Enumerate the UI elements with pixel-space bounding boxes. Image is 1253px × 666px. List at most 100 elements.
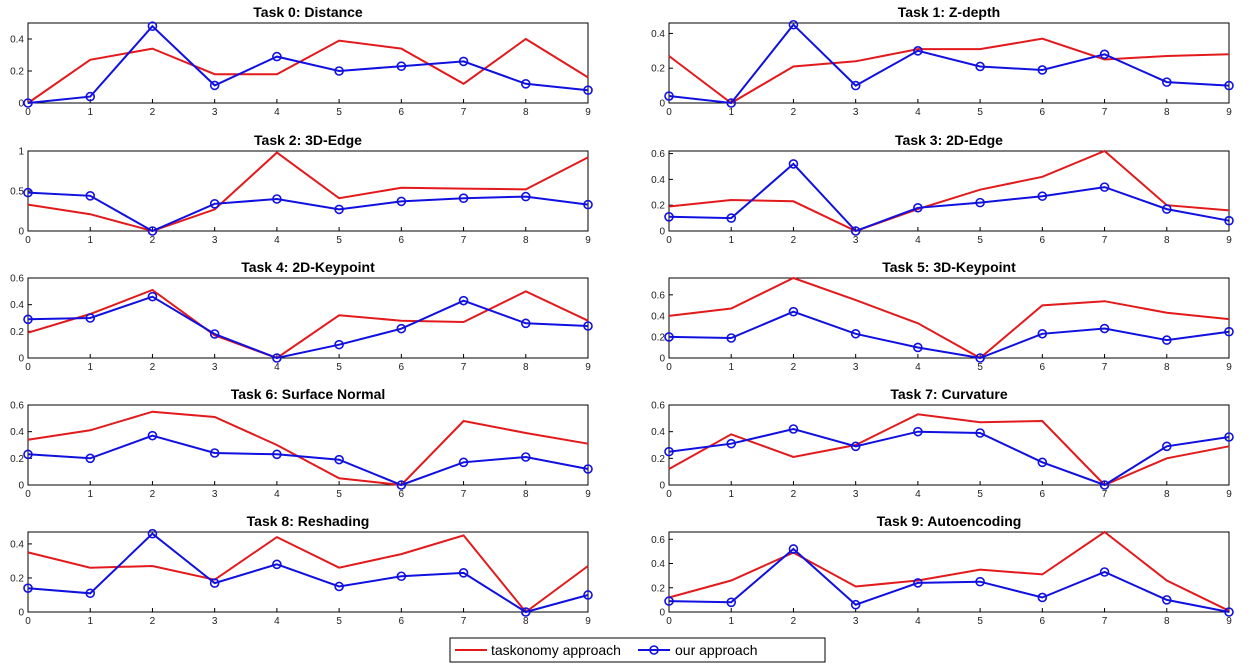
- x-tick-label: 8: [1164, 489, 1170, 500]
- x-tick-label: 2: [791, 107, 797, 118]
- x-tick-label: 6: [1040, 616, 1046, 627]
- series-line-ours-5: [668, 310, 1230, 360]
- series-point-ours: [23, 187, 33, 198]
- x-tick-label: 9: [585, 489, 591, 500]
- series-point-ours: [1161, 441, 1172, 452]
- x-tick-label: 9: [1226, 616, 1232, 627]
- series-point-ours: [1224, 432, 1234, 442]
- x-tick-label: 8: [1164, 235, 1170, 246]
- series-point-ours: [396, 196, 407, 207]
- series-point-ours: [726, 98, 737, 108]
- series-point-ours: [334, 454, 344, 465]
- series-point-ours: [23, 583, 33, 593]
- series-point-ours: [147, 430, 158, 441]
- chart-panel-6: Task 6: Surface Normal 0 1 2 3 4 5 6 7 8 9 0 0.2 0.4 0…: [10, 386, 593, 500]
- chart-panel-3: Task 3: 2D-Edge 0 1 2 3 4 5 6 7 8 9 0 0.2 0.4 0.6: [651, 132, 1234, 246]
- series-point-ours: [1161, 335, 1172, 345]
- series-point-ours: [396, 61, 407, 71]
- plot-area-0: [27, 22, 589, 104]
- plot-area-7: [668, 404, 1230, 486]
- y-tick-label: 0.2: [10, 454, 24, 465]
- x-tick-label: 7: [1102, 107, 1108, 118]
- x-tick-label: 6: [399, 489, 405, 500]
- series-point-ours: [1161, 77, 1172, 87]
- x-tick-label: 2: [150, 616, 156, 627]
- series-point-ours: [664, 596, 674, 606]
- series-point-ours: [1099, 49, 1110, 60]
- series-point-ours: [396, 571, 407, 582]
- series-point-ours: [458, 457, 469, 468]
- series-point-ours: [913, 578, 923, 588]
- plot-area-5: [668, 277, 1230, 359]
- series-point-ours: [975, 61, 985, 72]
- y-tick-label: 0.2: [10, 67, 24, 78]
- series-point-ours: [788, 544, 799, 554]
- x-tick-label: 9: [585, 616, 591, 627]
- y-tick-label: 0: [659, 227, 665, 238]
- x-tick-label: 5: [977, 107, 983, 118]
- series-point-ours: [583, 321, 593, 331]
- x-tick-label: 1: [728, 362, 734, 373]
- series-line-taskonomy-0: [27, 37, 589, 104]
- series-line-ours-4: [27, 295, 589, 360]
- series-point-ours: [975, 353, 985, 363]
- x-tick-label: 6: [1040, 107, 1046, 118]
- series-point-ours: [396, 480, 407, 490]
- series-point-ours: [664, 91, 674, 101]
- y-tick-label: 0: [659, 354, 665, 365]
- x-tick-label: 0: [666, 235, 672, 246]
- series-point-ours: [520, 79, 531, 89]
- plot-area-9: [668, 531, 1230, 613]
- x-tick-label: 6: [399, 107, 405, 118]
- series-point-ours: [334, 66, 344, 76]
- x-tick-label: 0: [25, 235, 31, 246]
- series-point-ours: [1161, 204, 1172, 214]
- legend-box: [449, 637, 826, 663]
- chart-panel-7: Task 7: Curvature 0 1 2 3 4 5 6 7 8 9 0 0.2 0.4 0.6: [651, 386, 1234, 500]
- x-tick-label: 3: [212, 107, 218, 118]
- x-tick-label: 3: [853, 489, 859, 500]
- x-tick-label: 8: [1164, 107, 1170, 118]
- series-point-ours: [85, 191, 96, 201]
- x-tick-label: 6: [1040, 235, 1046, 246]
- series-point-ours: [1224, 326, 1234, 337]
- x-tick-label: 1: [728, 489, 734, 500]
- series-point-ours: [209, 199, 220, 209]
- series-line-taskonomy-3: [668, 149, 1230, 233]
- x-tick-label: 8: [523, 362, 529, 373]
- series-point-ours: [788, 306, 799, 317]
- y-tick-label: 0.6: [651, 535, 665, 546]
- series-point-ours: [272, 449, 282, 460]
- x-tick-label: 7: [1102, 616, 1108, 627]
- series-point-ours: [147, 226, 158, 236]
- y-tick-label: 0.4: [10, 427, 24, 438]
- series-point-ours: [975, 428, 985, 438]
- series-point-ours: [913, 426, 923, 437]
- x-tick-label: 7: [461, 107, 467, 118]
- series-point-ours: [1099, 480, 1110, 490]
- series-point-ours: [583, 199, 593, 210]
- chart-panel-2: Task 2: 3D-Edge 0 1 2 3 4 5 6 7 8 9 0 0.5 1: [10, 132, 593, 246]
- x-tick-label: 0: [25, 362, 31, 373]
- x-tick-label: 5: [977, 235, 983, 246]
- x-tick-label: 9: [1226, 362, 1232, 373]
- series-point-ours: [913, 342, 923, 353]
- series-point-ours: [85, 588, 96, 599]
- series-line-ours-6: [27, 434, 589, 487]
- series-point-ours: [788, 19, 799, 30]
- series-line-ours-3: [668, 162, 1230, 233]
- x-tick-label: 0: [25, 616, 31, 627]
- y-tick-label: 0.4: [10, 300, 24, 311]
- x-tick-label: 6: [399, 362, 405, 373]
- series-point-ours: [209, 329, 220, 339]
- legend-marker-ours: [649, 645, 659, 655]
- x-tick-label: 4: [274, 616, 280, 627]
- series-line-taskonomy-5: [668, 276, 1230, 360]
- x-tick-label: 4: [915, 107, 921, 118]
- x-tick-label: 4: [915, 362, 921, 373]
- series-line-taskonomy-6: [27, 410, 589, 487]
- legend: taskonomy approach our approach: [449, 637, 826, 663]
- x-tick-label: 2: [150, 107, 156, 118]
- series-point-ours: [850, 328, 861, 339]
